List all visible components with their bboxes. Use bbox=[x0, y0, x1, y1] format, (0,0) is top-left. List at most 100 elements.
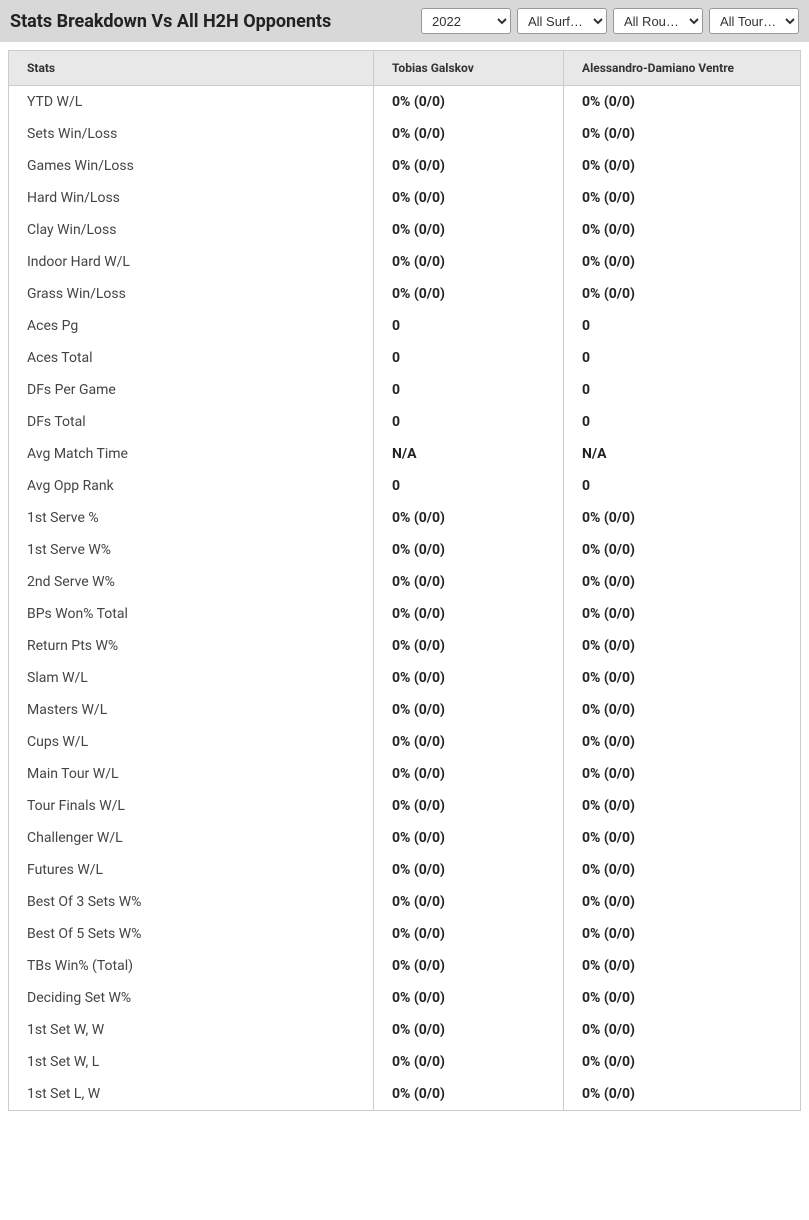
table-row: Masters W/L0% (0/0)0% (0/0) bbox=[9, 694, 801, 726]
stat-label: Avg Opp Rank bbox=[9, 470, 374, 502]
stat-value-player2: 0% (0/0) bbox=[564, 598, 801, 630]
stat-value-player1: 0% (0/0) bbox=[374, 150, 564, 182]
column-header-player2: Alessandro-Damiano Ventre bbox=[564, 51, 801, 86]
table-row: DFs Total00 bbox=[9, 406, 801, 438]
stat-label: Clay Win/Loss bbox=[9, 214, 374, 246]
stat-value-player1: 0% (0/0) bbox=[374, 854, 564, 886]
stat-label: YTD W/L bbox=[9, 86, 374, 119]
stat-value-player2: 0% (0/0) bbox=[564, 726, 801, 758]
table-header-row: Stats Tobias Galskov Alessandro-Damiano … bbox=[9, 51, 801, 86]
stat-label: Cups W/L bbox=[9, 726, 374, 758]
stat-value-player1: 0% (0/0) bbox=[374, 886, 564, 918]
stat-value-player2: 0% (0/0) bbox=[564, 1014, 801, 1046]
stat-value-player2: 0 bbox=[564, 470, 801, 502]
stat-value-player2: 0% (0/0) bbox=[564, 822, 801, 854]
stat-label: Slam W/L bbox=[9, 662, 374, 694]
round-select[interactable]: All Rou… bbox=[613, 8, 703, 34]
table-row: Challenger W/L0% (0/0)0% (0/0) bbox=[9, 822, 801, 854]
stat-value-player1: 0% (0/0) bbox=[374, 182, 564, 214]
stat-value-player2: N/A bbox=[564, 438, 801, 470]
table-row: Cups W/L0% (0/0)0% (0/0) bbox=[9, 726, 801, 758]
tour-select[interactable]: All Tour… bbox=[709, 8, 799, 34]
stat-value-player1: 0% (0/0) bbox=[374, 822, 564, 854]
table-row: Best Of 5 Sets W%0% (0/0)0% (0/0) bbox=[9, 918, 801, 950]
table-row: Sets Win/Loss0% (0/0)0% (0/0) bbox=[9, 118, 801, 150]
stat-value-player2: 0% (0/0) bbox=[564, 502, 801, 534]
stat-value-player1: 0% (0/0) bbox=[374, 630, 564, 662]
stat-label: Masters W/L bbox=[9, 694, 374, 726]
stat-label: Aces Total bbox=[9, 342, 374, 374]
stat-value-player2: 0 bbox=[564, 406, 801, 438]
stat-label: TBs Win% (Total) bbox=[9, 950, 374, 982]
stat-value-player2: 0% (0/0) bbox=[564, 662, 801, 694]
stat-value-player1: 0% (0/0) bbox=[374, 758, 564, 790]
stat-value-player2: 0% (0/0) bbox=[564, 1046, 801, 1078]
table-row: Clay Win/Loss0% (0/0)0% (0/0) bbox=[9, 214, 801, 246]
stat-label: Deciding Set W% bbox=[9, 982, 374, 1014]
stat-value-player1: 0 bbox=[374, 342, 564, 374]
stat-value-player1: 0% (0/0) bbox=[374, 726, 564, 758]
table-row: Tour Finals W/L0% (0/0)0% (0/0) bbox=[9, 790, 801, 822]
table-row: Hard Win/Loss0% (0/0)0% (0/0) bbox=[9, 182, 801, 214]
stat-label: 1st Set W, L bbox=[9, 1046, 374, 1078]
table-row: Avg Opp Rank00 bbox=[9, 470, 801, 502]
stat-value-player1: 0% (0/0) bbox=[374, 694, 564, 726]
stat-value-player1: 0% (0/0) bbox=[374, 566, 564, 598]
table-row: 1st Set W, L0% (0/0)0% (0/0) bbox=[9, 1046, 801, 1078]
table-row: Main Tour W/L0% (0/0)0% (0/0) bbox=[9, 758, 801, 790]
stat-label: 1st Set W, W bbox=[9, 1014, 374, 1046]
stat-label: Best Of 5 Sets W% bbox=[9, 918, 374, 950]
stat-value-player1: 0% (0/0) bbox=[374, 502, 564, 534]
stat-label: 1st Set L, W bbox=[9, 1078, 374, 1111]
stat-value-player2: 0% (0/0) bbox=[564, 886, 801, 918]
stat-label: Main Tour W/L bbox=[9, 758, 374, 790]
table-row: Best Of 3 Sets W%0% (0/0)0% (0/0) bbox=[9, 886, 801, 918]
stat-value-player1: 0% (0/0) bbox=[374, 278, 564, 310]
stat-value-player2: 0% (0/0) bbox=[564, 150, 801, 182]
stat-label: Grass Win/Loss bbox=[9, 278, 374, 310]
stat-value-player1: 0 bbox=[374, 310, 564, 342]
stat-label: 1st Serve % bbox=[9, 502, 374, 534]
stat-value-player1: 0% (0/0) bbox=[374, 982, 564, 1014]
stat-label: Sets Win/Loss bbox=[9, 118, 374, 150]
surface-select[interactable]: All Surf… bbox=[517, 8, 607, 34]
table-row: 1st Serve W%0% (0/0)0% (0/0) bbox=[9, 534, 801, 566]
stat-value-player1: 0% (0/0) bbox=[374, 118, 564, 150]
column-header-player1: Tobias Galskov bbox=[374, 51, 564, 86]
stat-value-player1: 0 bbox=[374, 470, 564, 502]
stat-value-player1: 0 bbox=[374, 406, 564, 438]
filters-container: 2022 All Surf… All Rou… All Tour… bbox=[421, 8, 799, 34]
stat-value-player2: 0 bbox=[564, 374, 801, 406]
table-row: Games Win/Loss0% (0/0)0% (0/0) bbox=[9, 150, 801, 182]
stat-value-player2: 0% (0/0) bbox=[564, 278, 801, 310]
table-row: Grass Win/Loss0% (0/0)0% (0/0) bbox=[9, 278, 801, 310]
table-row: Avg Match TimeN/AN/A bbox=[9, 438, 801, 470]
table-row: Deciding Set W%0% (0/0)0% (0/0) bbox=[9, 982, 801, 1014]
stat-value-player1: 0% (0/0) bbox=[374, 598, 564, 630]
stat-value-player1: 0% (0/0) bbox=[374, 214, 564, 246]
table-row: DFs Per Game00 bbox=[9, 374, 801, 406]
year-select[interactable]: 2022 bbox=[421, 8, 511, 34]
stat-label: Tour Finals W/L bbox=[9, 790, 374, 822]
table-row: 1st Set W, W0% (0/0)0% (0/0) bbox=[9, 1014, 801, 1046]
stat-value-player1: 0% (0/0) bbox=[374, 86, 564, 119]
table-row: Aces Pg00 bbox=[9, 310, 801, 342]
stat-value-player1: 0% (0/0) bbox=[374, 246, 564, 278]
table-row: TBs Win% (Total)0% (0/0)0% (0/0) bbox=[9, 950, 801, 982]
table-row: 2nd Serve W%0% (0/0)0% (0/0) bbox=[9, 566, 801, 598]
stat-value-player2: 0% (0/0) bbox=[564, 950, 801, 982]
table-container: Stats Tobias Galskov Alessandro-Damiano … bbox=[0, 42, 809, 1119]
stat-value-player1: 0% (0/0) bbox=[374, 950, 564, 982]
table-row: Slam W/L0% (0/0)0% (0/0) bbox=[9, 662, 801, 694]
stat-value-player2: 0% (0/0) bbox=[564, 214, 801, 246]
stats-table: Stats Tobias Galskov Alessandro-Damiano … bbox=[8, 50, 801, 1111]
table-row: BPs Won% Total0% (0/0)0% (0/0) bbox=[9, 598, 801, 630]
stat-value-player2: 0 bbox=[564, 310, 801, 342]
stat-value-player1: N/A bbox=[374, 438, 564, 470]
header-bar: Stats Breakdown Vs All H2H Opponents 202… bbox=[0, 0, 809, 42]
stat-label: BPs Won% Total bbox=[9, 598, 374, 630]
stat-value-player2: 0% (0/0) bbox=[564, 534, 801, 566]
stat-value-player2: 0% (0/0) bbox=[564, 758, 801, 790]
table-row: Return Pts W%0% (0/0)0% (0/0) bbox=[9, 630, 801, 662]
table-row: 1st Serve %0% (0/0)0% (0/0) bbox=[9, 502, 801, 534]
